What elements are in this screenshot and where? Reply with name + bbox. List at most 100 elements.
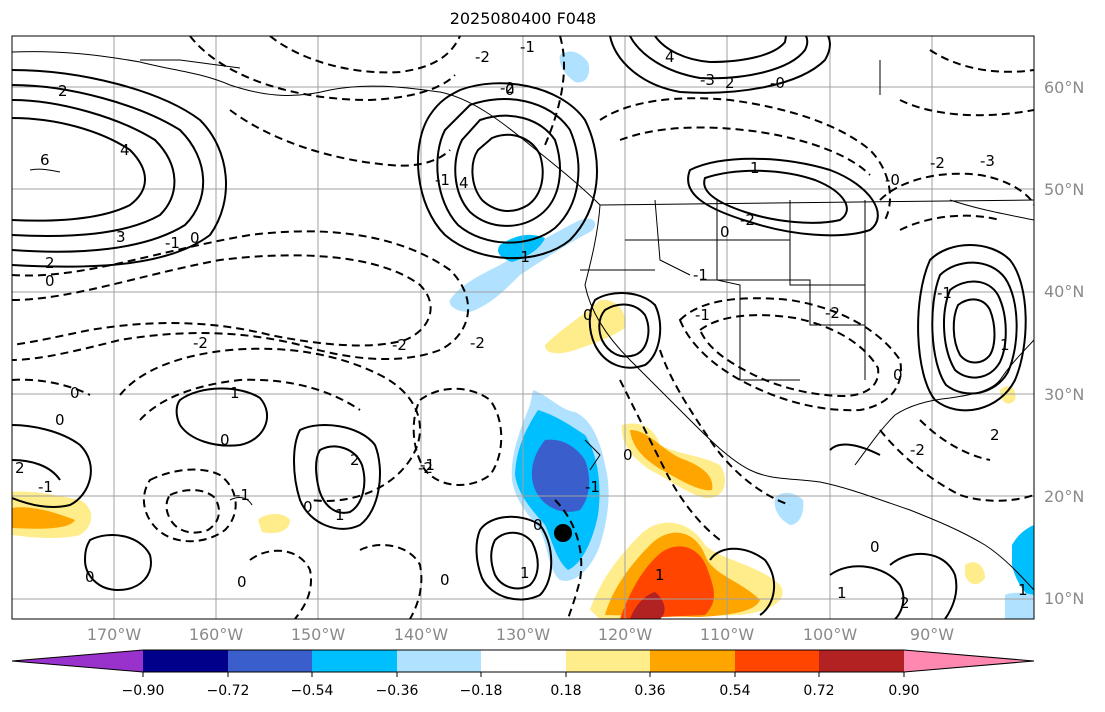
contour-label: -2 <box>740 211 755 229</box>
contour-label: -2 <box>475 48 490 66</box>
contour-label: -2 <box>930 154 945 172</box>
lon-label-110w: 110°W <box>699 625 755 644</box>
colorbar-segment <box>735 650 819 672</box>
contour-label: 0 <box>190 229 200 247</box>
contour-label: -1 <box>235 486 250 504</box>
contour-label: -2 <box>470 334 485 352</box>
lat-label-20n: 20°N <box>1044 487 1085 506</box>
contour-label: -1 <box>165 234 180 252</box>
colorbar-tick-label: 0.90 <box>888 683 920 699</box>
contour-label: 1 <box>1000 336 1010 354</box>
contour-label: 4 <box>120 141 130 159</box>
contour-label: 2 <box>725 74 735 92</box>
contour-label: 1 <box>837 584 847 602</box>
contour-label: 6 <box>40 151 50 169</box>
lat-label-40n: 40°N <box>1044 282 1085 301</box>
contour-label: -2 <box>392 336 407 354</box>
contour-label: -1 <box>937 284 952 302</box>
contour-label: 0 <box>303 498 313 516</box>
colorbar-tick-label: −0.90 <box>121 683 165 699</box>
lon-label-120w: 120°W <box>597 625 653 644</box>
contour-label: 0 <box>45 272 55 290</box>
contour-label: 2 <box>900 594 910 612</box>
colorbar-segment <box>228 650 312 672</box>
contour-label: 0 <box>870 538 880 556</box>
contour-label: -1 <box>695 306 710 324</box>
colorbar-segment <box>650 650 735 672</box>
lon-label-160w: 160°W <box>188 625 244 644</box>
contour-label: -1 <box>420 456 435 474</box>
map-title: 2025080400 F048 <box>449 9 597 28</box>
contour-label: 4 <box>459 174 469 192</box>
contour-label: 1 <box>655 566 665 584</box>
colorbar-tick-label: −0.72 <box>206 683 250 699</box>
contour-label: 0 <box>440 571 450 589</box>
colorbar-tick-label: −0.36 <box>375 683 419 699</box>
lon-label-130w: 130°W <box>495 625 551 644</box>
contour-label: -3 <box>980 152 995 170</box>
lon-label-170w: 170°W <box>86 625 142 644</box>
lon-label-150w: 150°W <box>290 625 346 644</box>
contour-label: 2 <box>15 459 25 477</box>
colorbar-tick-label: −0.54 <box>290 683 334 699</box>
lon-label-90w: 90°W <box>909 625 955 644</box>
colorbar-segment <box>481 650 566 672</box>
colorbar-tick-label: −0.18 <box>459 683 503 699</box>
contour-label: 3 <box>116 228 126 246</box>
contour-label: 0 <box>623 446 633 464</box>
contour-label: 2 <box>58 82 68 100</box>
lon-label-100w: 100°W <box>802 625 858 644</box>
colorbar-segment <box>566 650 650 672</box>
contour-label: 0 <box>533 516 543 534</box>
contour-label: 0 <box>55 411 65 429</box>
shaded-fields <box>12 51 1034 619</box>
contour-label: 0 <box>720 223 730 241</box>
colorbar-tick-label: 0.36 <box>634 683 666 699</box>
contour-label: -1 <box>435 171 450 189</box>
colorbar-tick-label: 0.54 <box>719 683 751 699</box>
contour-label: 1 <box>750 159 760 177</box>
contour-label: 0 <box>583 306 593 324</box>
coastlines <box>12 51 1034 591</box>
contour-label: -0 <box>770 74 785 92</box>
contour-label: -3 <box>700 71 715 89</box>
lat-label-10n: 10°N <box>1044 589 1085 608</box>
storm-center-marker <box>554 524 572 542</box>
contour-label: 2 <box>45 254 55 272</box>
contour-labels: 2 -2 0 -2 -1 6 4 3 2 0 -1 0 -2 -2 -2 0 0… <box>15 38 1028 612</box>
contour-label: -1 <box>693 266 708 284</box>
dashed-contours <box>12 36 1034 619</box>
contour-label: 0 <box>505 81 515 99</box>
lat-label-30n: 30°N <box>1044 385 1085 404</box>
contour-lines <box>12 36 1027 619</box>
colorbar <box>11 649 1035 677</box>
colorbar-segment-under <box>12 650 143 672</box>
contour-label: 0 <box>220 431 230 449</box>
colorbar-tick-label: 0.72 <box>803 683 835 699</box>
contour-label: -2 <box>910 441 925 459</box>
lon-label-140w: 140°W <box>393 625 449 644</box>
contour-label: 4 <box>665 48 675 66</box>
contour-label: 1 <box>230 384 240 402</box>
contour-label: -1 <box>585 478 600 496</box>
contour-label: 1 <box>520 564 530 582</box>
contour-label: 0 <box>237 573 247 591</box>
contour-label: 1 <box>335 506 345 524</box>
contour-label: 2 <box>350 451 360 469</box>
contour-label: -1 <box>515 248 530 266</box>
contour-label: 0 <box>85 568 95 586</box>
lat-lon-grid <box>12 36 1034 619</box>
contour-label: 2 <box>990 426 1000 444</box>
contour-label: 0 <box>893 366 903 384</box>
lat-label-50n: 50°N <box>1044 180 1085 199</box>
colorbar-tick-label: 0.18 <box>550 683 582 699</box>
colorbar-segment-over <box>904 650 1034 672</box>
contour-label: -2 <box>825 304 840 322</box>
contour-label: -2 <box>193 334 208 352</box>
lat-label-60n: 60°N <box>1044 78 1085 97</box>
colorbar-segment <box>312 650 397 672</box>
contour-label: 1 <box>1018 581 1028 599</box>
contour-label: -2 <box>500 79 515 97</box>
contour-label: -1 <box>520 38 535 56</box>
